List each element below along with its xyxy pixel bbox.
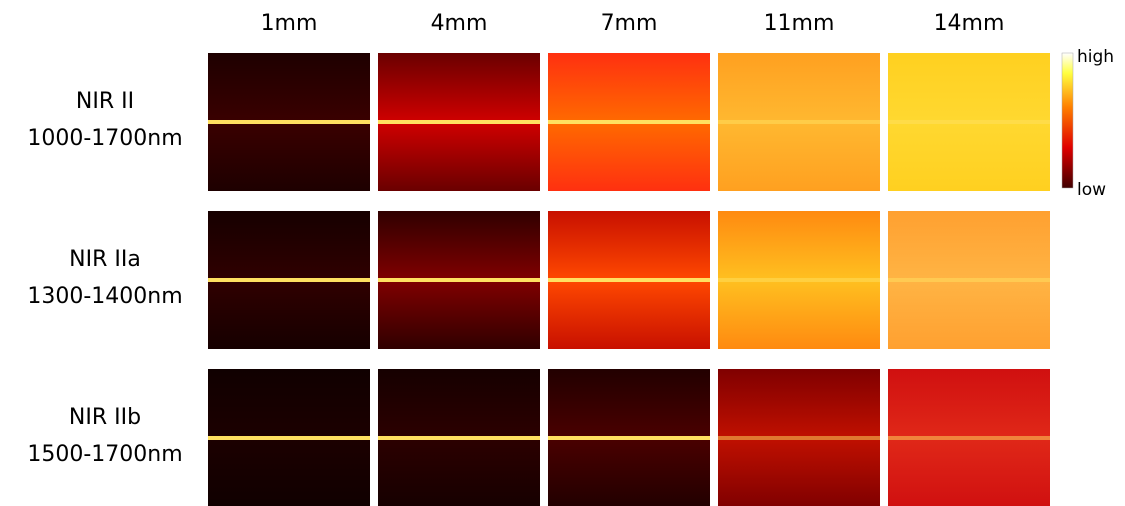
beam-line xyxy=(208,436,370,440)
beam-line xyxy=(378,120,540,124)
beam-line xyxy=(378,436,540,440)
beam-line xyxy=(548,278,710,282)
beam-line xyxy=(548,120,710,124)
column-label: 11mm xyxy=(764,11,835,36)
row-range: 1500-1700nm xyxy=(27,442,182,467)
row-range: 1300-1400nm xyxy=(27,284,182,309)
row-name: NIR IIa xyxy=(69,247,141,272)
column-label: 1mm xyxy=(261,11,318,36)
colorbar-low: low xyxy=(1077,180,1106,200)
column-label: 4mm xyxy=(431,11,488,36)
row-range: 1000-1700nm xyxy=(27,126,182,151)
beam-line xyxy=(208,278,370,282)
beam-line xyxy=(208,120,370,124)
column-label: 7mm xyxy=(601,11,658,36)
beam-line xyxy=(888,436,1050,440)
beam-line xyxy=(888,120,1050,124)
row-name: NIR II xyxy=(76,89,134,114)
row-name: NIR IIb xyxy=(69,405,141,430)
figure: high low 1mm 4mm 7mm 11mm 14mm NIR II 1000-170… xyxy=(0,0,1125,506)
beam-line xyxy=(718,120,880,124)
beam-line xyxy=(718,436,880,440)
beam-line xyxy=(888,278,1050,282)
column-label: 14mm xyxy=(934,11,1005,36)
colorbar xyxy=(1062,53,1073,188)
beam-line xyxy=(718,278,880,282)
beam-line xyxy=(378,278,540,282)
colorbar-high: high xyxy=(1077,47,1114,67)
beam-line xyxy=(548,436,710,440)
